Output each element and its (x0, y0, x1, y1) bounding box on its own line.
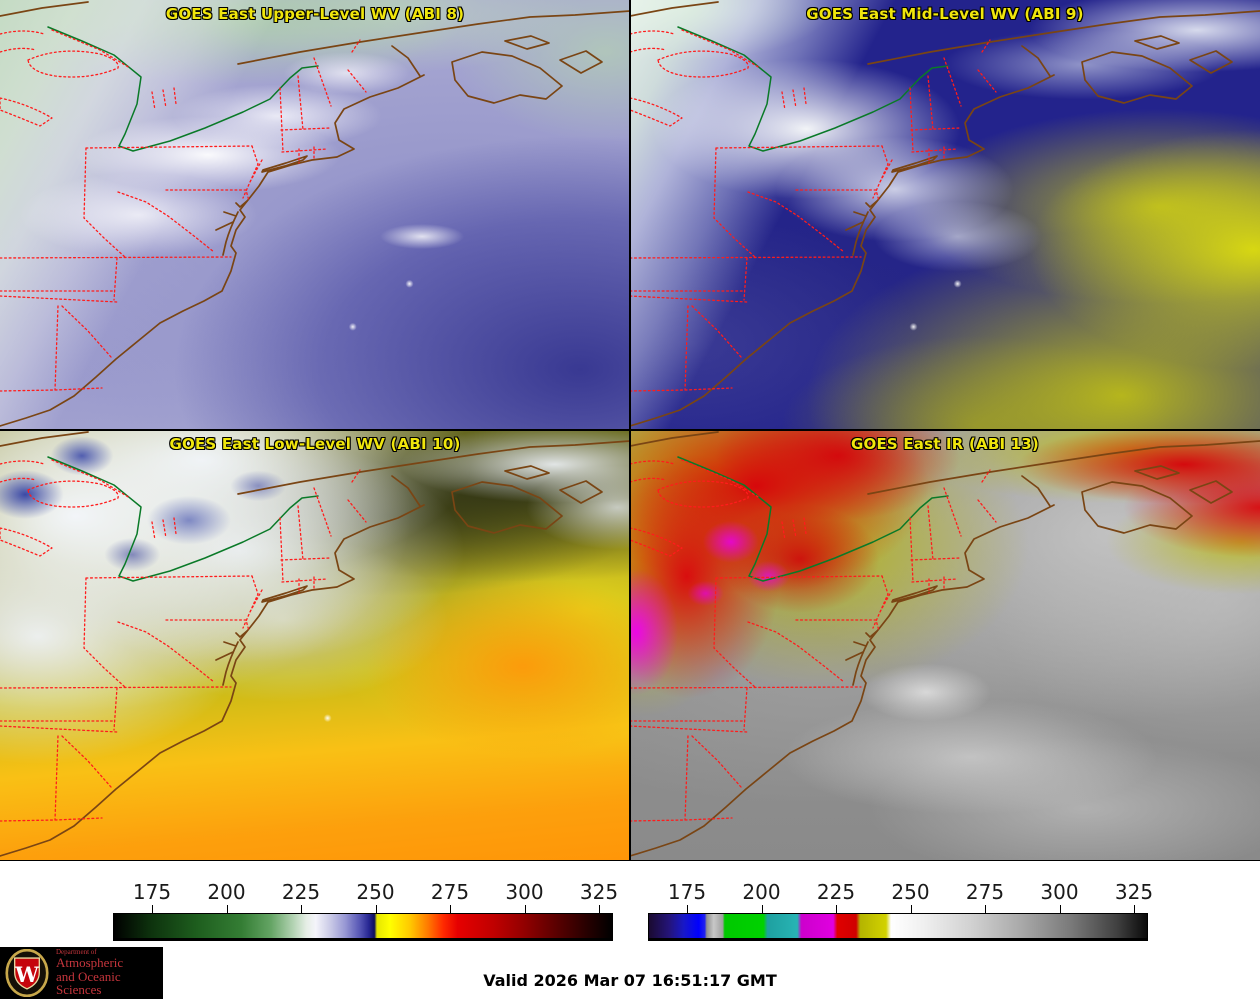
tick-label: 300 (505, 880, 544, 904)
map-overlay (630, 1, 1260, 427)
panel-low-level-wv: GOES East Low-Level WV (ABI 10) (0, 430, 630, 860)
logo-dept-line: Department of (56, 947, 97, 956)
wv-colorbar-ticks: 175 200 225 250 275 300 325 (113, 876, 618, 913)
satellite-image-abi13 (630, 430, 1260, 860)
wv-colorbar-gradient (113, 913, 613, 941)
panel-title-abi9: GOES East Mid-Level WV (ABI 9) (806, 5, 1084, 23)
panel-mid-level-wv: GOES East Mid-Level WV (ABI 9) (630, 0, 1260, 430)
logo-text: Department of Atmospheric and Oceanic Sc… (56, 947, 163, 998)
ir-colorbar-ticks: 175 200 225 250 275 300 325 (648, 876, 1153, 913)
tick-mark (1134, 905, 1135, 913)
tick-label: 250 (891, 880, 930, 904)
tick-label: 300 (1040, 880, 1079, 904)
map-overlay (0, 431, 630, 857)
tick-label: 275 (965, 880, 1005, 904)
uw-crest-icon: W (5, 949, 49, 997)
tick-label: 200 (742, 880, 781, 904)
tick-label: 325 (579, 880, 619, 904)
tick-mark (226, 905, 228, 913)
tick-label: 250 (356, 880, 395, 904)
tick-label: 225 (281, 880, 321, 904)
valid-time-label: Valid 2026 Mar 07 16:51:17 GMT (483, 971, 777, 990)
tick-mark (836, 905, 837, 913)
ir-colorbar: 175 200 225 250 275 300 325 (648, 876, 1153, 941)
tick-mark (1059, 905, 1061, 913)
tick-mark (761, 905, 763, 913)
tick-mark (524, 905, 526, 913)
tick-mark (687, 905, 688, 913)
logo-line-1: Atmospheric (56, 955, 124, 971)
tick-label: 175 (667, 880, 707, 904)
satellite-image-abi9 (630, 0, 1260, 430)
tick-mark (450, 905, 451, 913)
tick-label: 225 (816, 880, 856, 904)
tick-mark (301, 905, 302, 913)
horizontal-panel-divider (0, 429, 1260, 431)
tick-mark (375, 905, 377, 913)
tick-label: 175 (132, 880, 172, 904)
tick-label: 275 (430, 880, 470, 904)
panel-title-abi13: GOES East IR (ABI 13) (850, 435, 1039, 453)
tick-mark (152, 905, 153, 913)
crest-letter: W (14, 962, 39, 987)
panel-title-abi8: GOES East Upper-Level WV (ABI 8) (165, 5, 465, 23)
panel-ir: GOES East IR (ABI 13) (630, 430, 1260, 860)
panel-upper-level-wv: GOES East Upper-Level WV (ABI 8) (0, 0, 630, 430)
map-overlay (0, 1, 630, 427)
panel-title-abi10: GOES East Low-Level WV (ABI 10) (169, 435, 461, 453)
tick-label: 325 (1114, 880, 1154, 904)
satellite-image-abi10 (0, 430, 630, 860)
satellite-image-abi8 (0, 0, 630, 430)
image-bottom-edge (0, 860, 1260, 861)
map-overlay (630, 431, 1260, 857)
tick-label: 200 (207, 880, 246, 904)
wv-colorbar: 175 200 225 250 275 300 325 (113, 876, 618, 941)
tick-mark (599, 905, 600, 913)
ir-colorbar-gradient (648, 913, 1148, 941)
uw-aos-logo: W Department of Atmospheric and Oceanic … (0, 947, 163, 999)
logo-line-2: and Oceanic Sciences (56, 968, 121, 998)
tick-mark (985, 905, 986, 913)
tick-mark (910, 905, 912, 913)
